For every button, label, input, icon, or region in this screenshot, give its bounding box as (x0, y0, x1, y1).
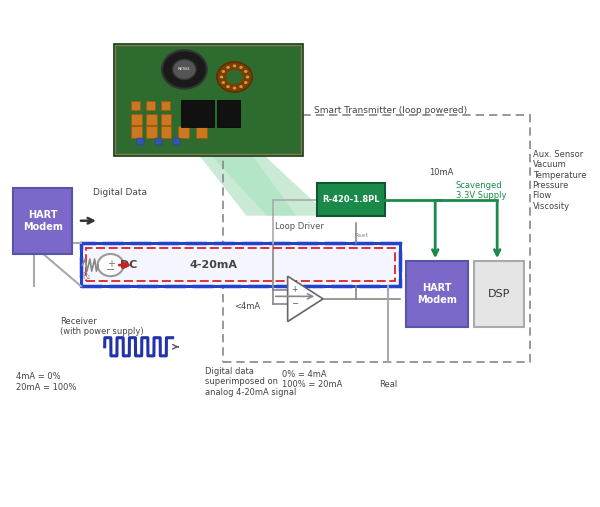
Text: Digital data
superimposed on
analog 4-20mA signal: Digital data superimposed on analog 4-20… (205, 367, 296, 397)
Text: 4-20mA: 4-20mA (190, 260, 238, 270)
Circle shape (98, 254, 124, 276)
Text: 0% = 4mA
100% = 20mA: 0% = 4mA 100% = 20mA (282, 370, 342, 389)
Text: HART
Modem: HART Modem (417, 283, 457, 305)
Bar (473, 261, 524, 327)
Text: RESSL: RESSL (178, 67, 191, 71)
Text: R-420-1.8PL: R-420-1.8PL (322, 195, 380, 204)
Bar (161, 126, 172, 137)
Bar (131, 101, 140, 110)
Text: Rset: Rset (355, 233, 368, 238)
Bar (196, 126, 207, 137)
Circle shape (244, 81, 248, 84)
Circle shape (226, 85, 230, 88)
Bar (86, 248, 395, 281)
Circle shape (221, 81, 225, 84)
Text: HART
Modem: HART Modem (23, 210, 62, 232)
Circle shape (220, 76, 223, 79)
Text: Smart Transmitter (loop powered): Smart Transmitter (loop powered) (314, 106, 467, 115)
Text: Loop Driver: Loop Driver (275, 222, 324, 231)
Text: 10mA: 10mA (429, 168, 453, 177)
Bar (217, 100, 241, 127)
Bar (155, 138, 162, 145)
Bar (131, 126, 142, 137)
Circle shape (233, 87, 236, 90)
Bar (406, 261, 467, 327)
Bar (223, 115, 530, 362)
Bar (137, 138, 144, 145)
Text: <4mA: <4mA (235, 302, 260, 311)
Bar (181, 100, 214, 127)
Bar (146, 101, 155, 110)
Text: Aux. Sensor
Vacuum
Temperature
Pressure
Flow
Viscosity: Aux. Sensor Vacuum Temperature Pressure … (533, 150, 586, 211)
Text: +: + (291, 285, 298, 294)
Text: DSP: DSP (487, 289, 510, 299)
Text: Scavenged
3.3V Supply: Scavenged 3.3V Supply (456, 181, 506, 200)
Bar (161, 114, 172, 125)
Text: Real: Real (379, 380, 397, 389)
Text: 4mA = 0%
20mA = 100%: 4mA = 0% 20mA = 100% (16, 372, 77, 392)
Bar (146, 114, 157, 125)
Bar (113, 44, 302, 155)
Polygon shape (287, 276, 323, 321)
Circle shape (217, 62, 252, 92)
Text: −: − (106, 265, 115, 275)
Bar (81, 243, 400, 286)
Bar (317, 183, 385, 215)
Circle shape (173, 59, 196, 80)
Bar (115, 45, 301, 154)
Text: Receiver
(with power supply): Receiver (with power supply) (61, 317, 144, 336)
Bar (131, 114, 142, 125)
Circle shape (233, 64, 236, 67)
Text: +: + (107, 259, 115, 269)
Polygon shape (211, 155, 296, 215)
Bar (13, 188, 72, 254)
Circle shape (246, 76, 249, 79)
Circle shape (239, 85, 243, 88)
Circle shape (239, 66, 243, 69)
Circle shape (226, 66, 230, 69)
Text: Digital Data: Digital Data (93, 189, 147, 198)
Circle shape (227, 70, 242, 84)
Circle shape (162, 50, 207, 89)
Bar (161, 101, 170, 110)
Text: −: − (291, 300, 298, 308)
Text: R₁: R₁ (82, 272, 91, 281)
Circle shape (221, 70, 225, 73)
Bar (178, 126, 189, 137)
Bar (173, 138, 179, 145)
Text: DC: DC (119, 260, 137, 270)
Bar (146, 126, 157, 137)
Circle shape (244, 70, 248, 73)
Polygon shape (199, 155, 329, 215)
